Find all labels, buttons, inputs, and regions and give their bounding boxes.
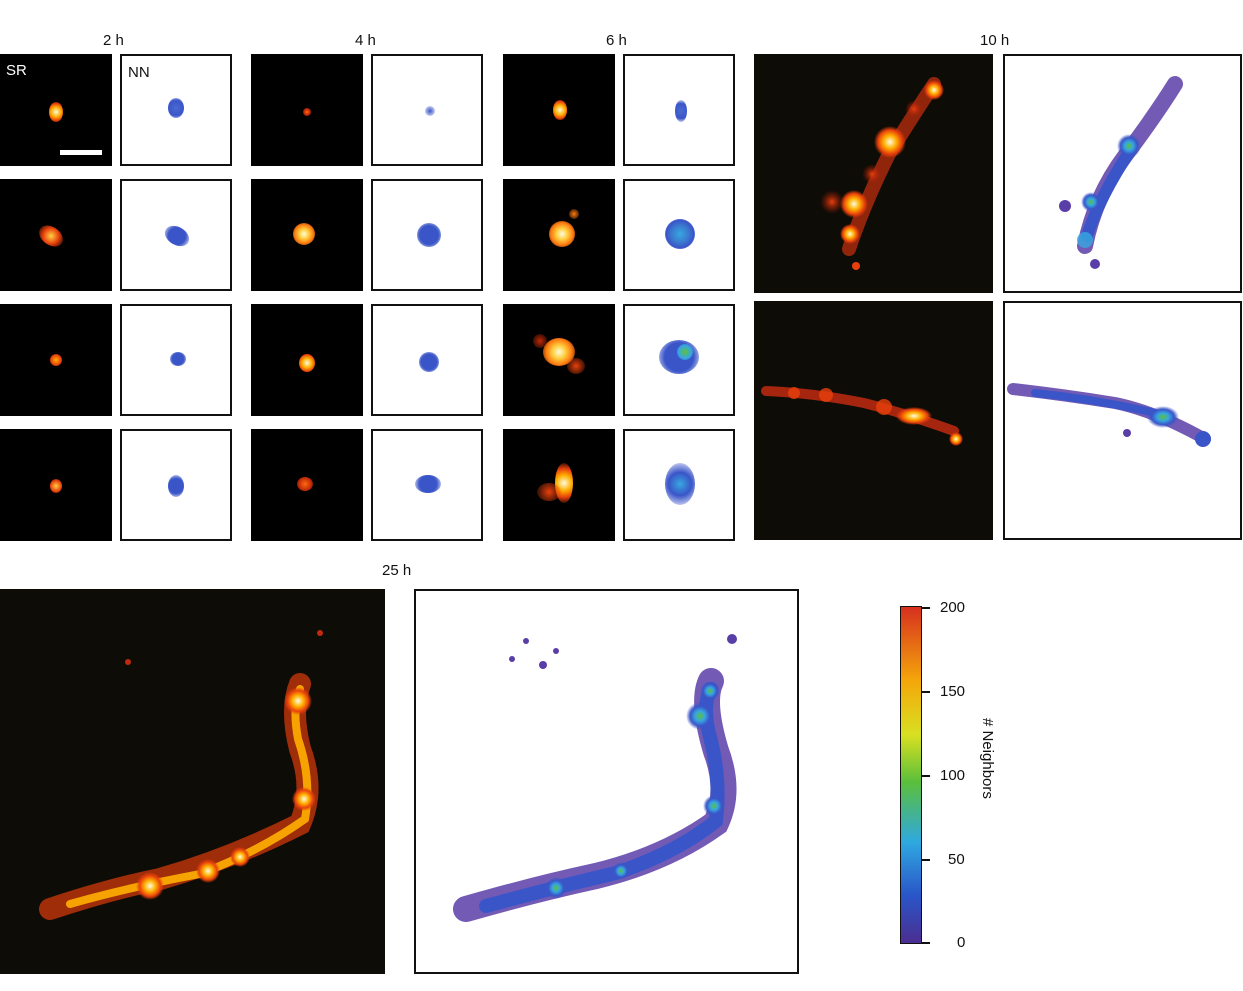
colorbar-tick bbox=[922, 942, 930, 944]
sr-image-4h-1 bbox=[251, 54, 363, 166]
colorbar bbox=[900, 606, 922, 944]
sr-image-2h-2 bbox=[0, 179, 112, 291]
colorbar-tick-label: 200 bbox=[940, 599, 966, 616]
nn-tag: NN bbox=[128, 64, 150, 81]
nn-image-4h-1 bbox=[371, 54, 483, 166]
colorbar-title: # Neighbors bbox=[979, 718, 996, 799]
sr-image-6h-2 bbox=[503, 179, 615, 291]
sr-image-10h-1 bbox=[754, 54, 993, 293]
sr-image-2h-3 bbox=[0, 304, 112, 416]
time-label-4h: 4 h bbox=[355, 32, 376, 49]
sr-image-6h-1 bbox=[503, 54, 615, 166]
nn-image-4h-3 bbox=[371, 304, 483, 416]
nn-image-2h-1: NN bbox=[120, 54, 232, 166]
sr-image-6h-3 bbox=[503, 304, 615, 416]
nn-image-2h-2 bbox=[120, 179, 232, 291]
sr-image-25h bbox=[0, 589, 385, 974]
time-label-25h: 25 h bbox=[382, 562, 412, 579]
time-label-6h: 6 h bbox=[606, 32, 627, 49]
nn-image-6h-4 bbox=[623, 429, 735, 541]
nn-image-2h-4 bbox=[120, 429, 232, 541]
nn-image-4h-2 bbox=[371, 179, 483, 291]
sr-image-6h-4 bbox=[503, 429, 615, 541]
nn-image-10h-2 bbox=[1003, 301, 1242, 540]
sr-image-2h-1: SR bbox=[0, 54, 112, 166]
sr-image-4h-4 bbox=[251, 429, 363, 541]
nn-image-6h-1 bbox=[623, 54, 735, 166]
colorbar-tick bbox=[922, 607, 930, 609]
nn-image-6h-3 bbox=[623, 304, 735, 416]
colorbar-tick-label: 100 bbox=[940, 767, 966, 784]
sr-image-4h-2 bbox=[251, 179, 363, 291]
colorbar-tick bbox=[922, 859, 930, 861]
nn-image-4h-4 bbox=[371, 429, 483, 541]
colorbar-tick bbox=[922, 691, 930, 693]
time-label-2h: 2 h bbox=[103, 32, 124, 49]
sr-image-2h-4 bbox=[0, 429, 112, 541]
colorbar-tick-label: 150 bbox=[940, 683, 966, 700]
scale-bar bbox=[60, 150, 102, 155]
colorbar-tick bbox=[922, 775, 930, 777]
nn-image-10h-1 bbox=[1003, 54, 1242, 293]
colorbar-tick-label: 50 bbox=[948, 851, 965, 868]
nn-image-6h-2 bbox=[623, 179, 735, 291]
nn-image-25h bbox=[414, 589, 799, 974]
nn-image-2h-3 bbox=[120, 304, 232, 416]
sr-tag: SR bbox=[6, 62, 27, 79]
sr-image-4h-3 bbox=[251, 304, 363, 416]
colorbar-tick-label: 0 bbox=[957, 934, 966, 951]
sr-image-10h-2 bbox=[754, 301, 993, 540]
time-label-10h: 10 h bbox=[980, 32, 1010, 49]
